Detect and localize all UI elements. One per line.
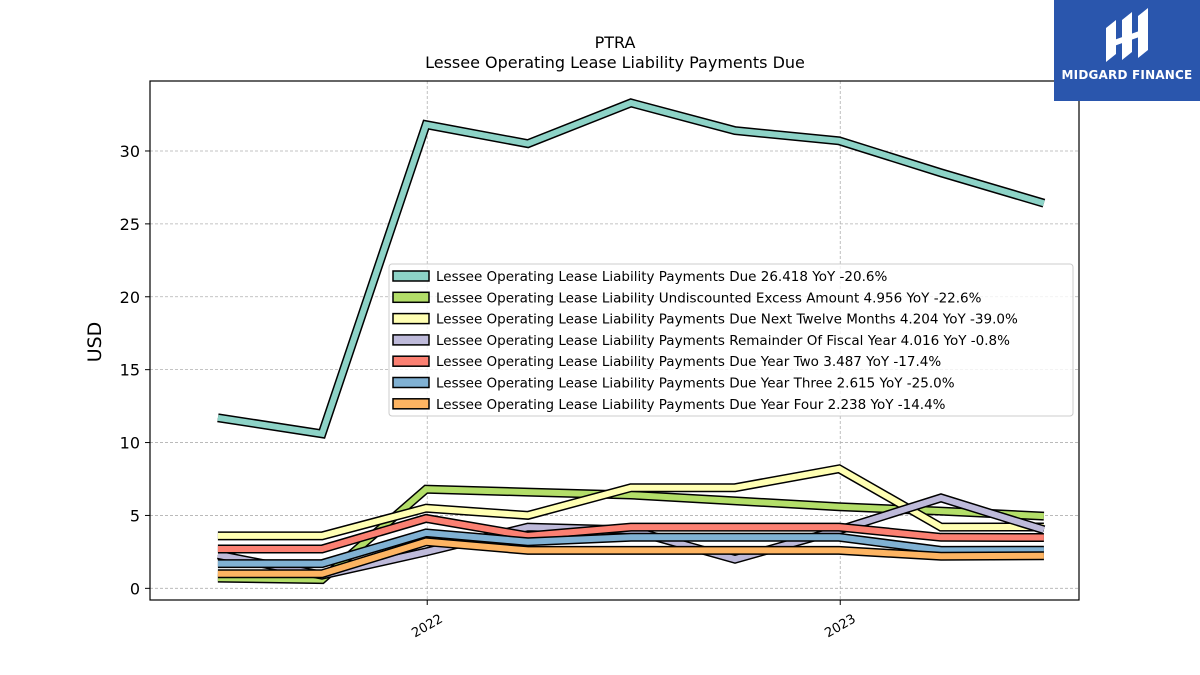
y-tick-label: 15 [120,361,140,380]
legend-box [388,263,1074,417]
legend-swatch-4 [392,355,430,367]
series-layer [217,98,1046,585]
legend-swatch-5 [392,376,430,389]
series-line-6 [217,538,1044,577]
x-tick-label: 2022 [409,612,445,642]
y-tick-label: 10 [120,434,140,453]
legend-entry-1: Lessee Operating Lease Liability Undisco… [436,290,982,306]
series-line-4 [217,515,1044,552]
x-tick-label: 2023 [822,612,858,642]
legend-entry-2: Lessee Operating Lease Liability Payment… [436,312,1018,328]
series-line-5 [217,529,1044,567]
chart-title: PTRA [595,33,636,52]
chart-subtitle: Lessee Operating Lease Liability Payment… [425,53,805,72]
legend-swatch-2 [392,312,430,325]
y-tick-label: 25 [120,215,140,234]
legend-entry-5: Lessee Operating Lease Liability Payment… [436,376,955,392]
logo-mark-icon [1106,8,1148,62]
legend-entry-0: Lessee Operating Lease Liability Payment… [436,269,887,285]
series-line-0 [217,99,1045,438]
legend-swatch-3 [392,334,430,346]
legend-entry-4: Lessee Operating Lease Liability Payment… [436,354,941,370]
legend-swatch-1 [392,291,430,304]
legend-swatch-6 [392,398,430,410]
logo-text: MIDGARD FINANCE [1061,68,1193,82]
legend-entry-6: Lessee Operating Lease Liability Payment… [436,397,946,413]
grid [150,81,1079,600]
legend-swatch-0 [392,270,430,282]
y-tick-label: 20 [120,288,140,307]
midgard-finance-logo: MIDGARD FINANCE [1054,0,1200,101]
plot-frame [149,80,1080,601]
y-tick-label: 30 [120,142,140,161]
legend: Lessee Operating Lease Liability Payment… [388,263,1074,417]
y-axis-label: USD [84,322,106,363]
y-tick-label: 5 [130,506,140,525]
y-tick-label: 0 [130,579,140,598]
legend-entry-3: Lessee Operating Lease Liability Payment… [436,333,1010,349]
